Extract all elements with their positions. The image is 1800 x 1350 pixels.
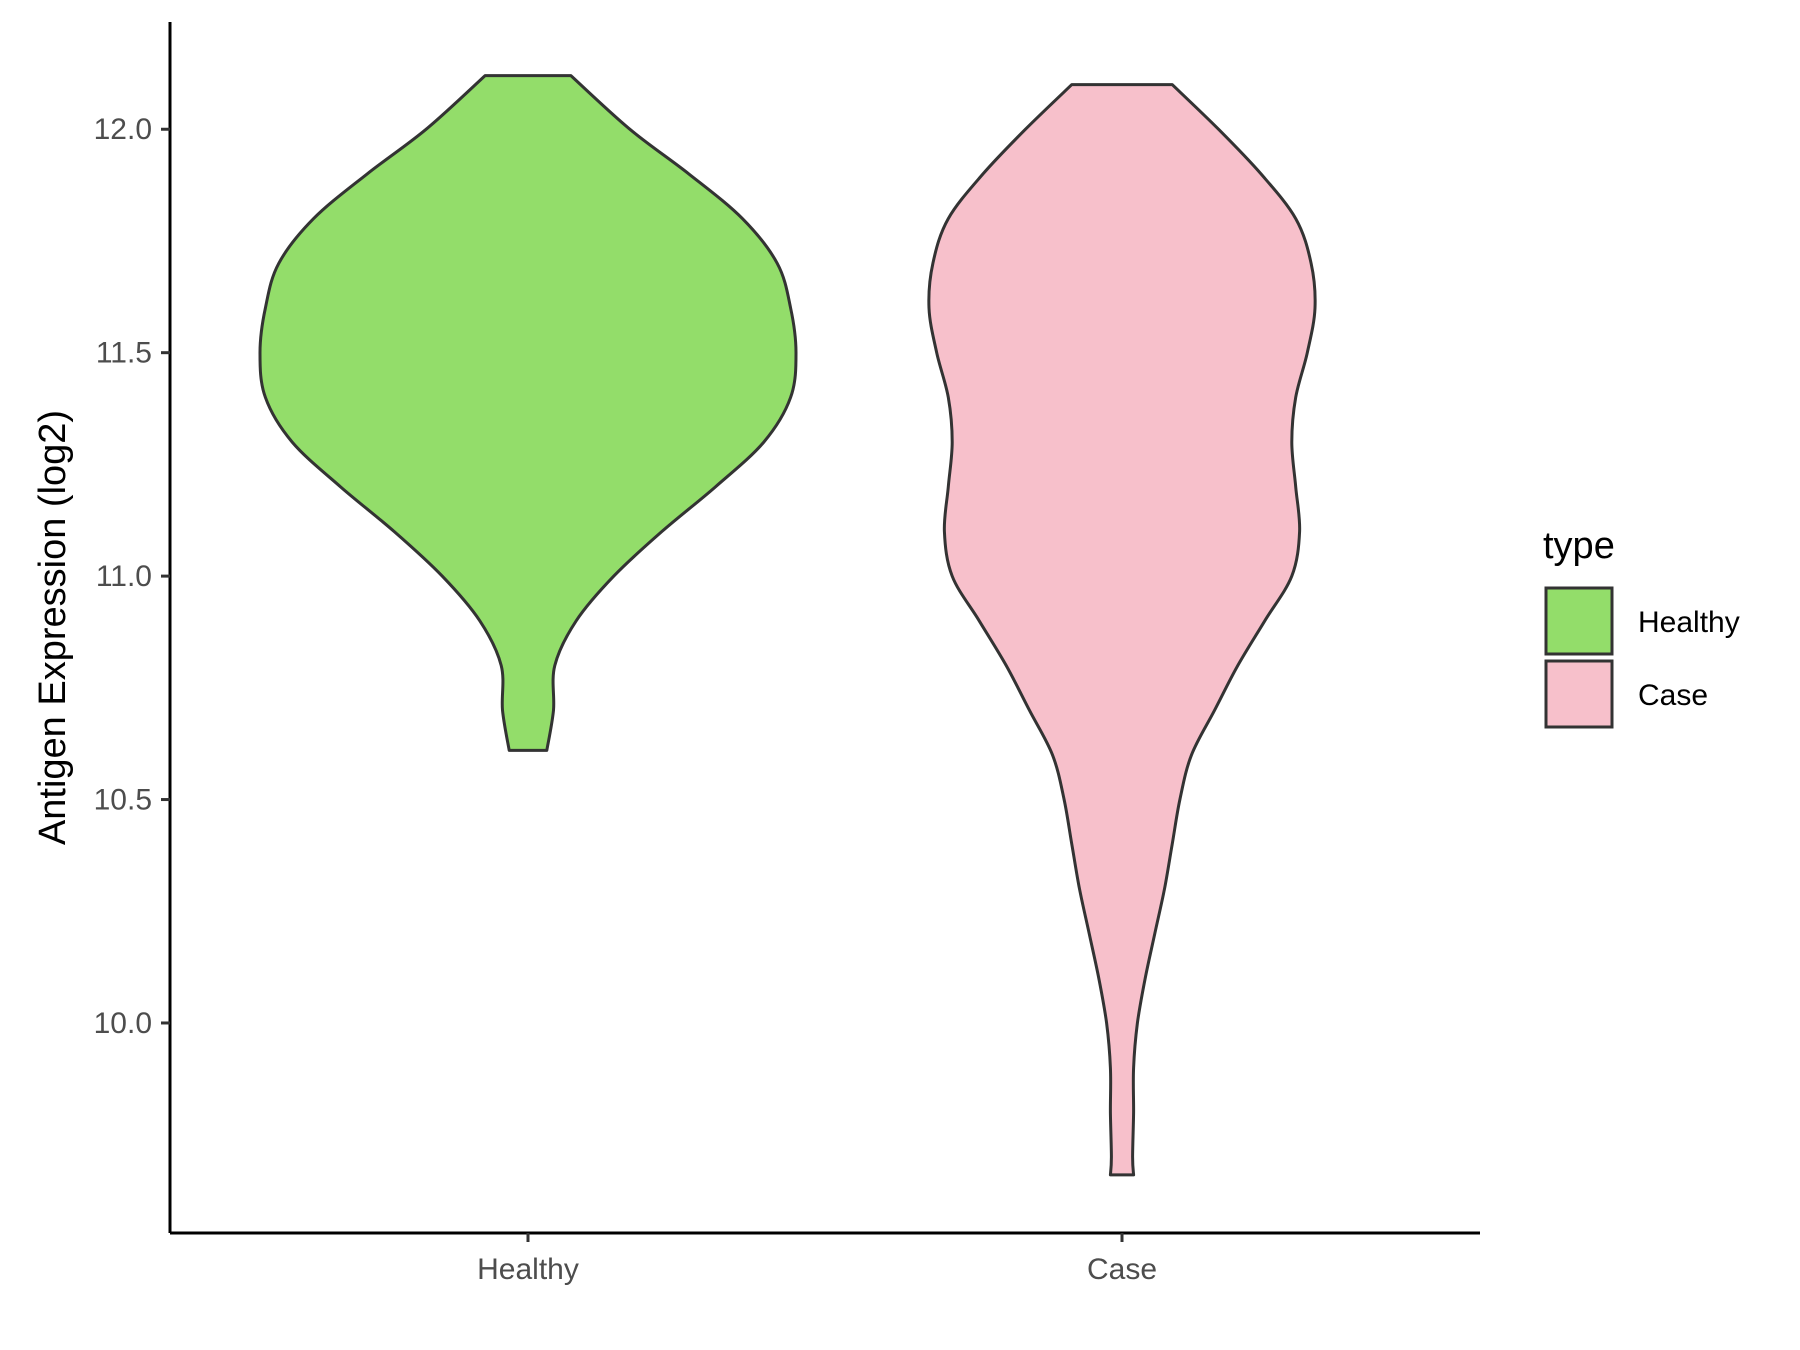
x-ticks: Healthy Case: [477, 1233, 1157, 1286]
violin-healthy: [258, 74, 798, 752]
legend-label: Healthy: [1638, 606, 1740, 639]
y-tick-label: 12.0: [94, 113, 152, 146]
y-ticks: 10.0 10.5 11.0 11.5 12.0: [94, 113, 170, 1040]
y-tick-label: 10.0: [94, 1007, 152, 1040]
legend-title: type: [1543, 525, 1615, 567]
x-tick-label: Healthy: [477, 1253, 579, 1286]
violin-case: [927, 83, 1317, 1177]
axes: [168, 22, 1480, 1235]
violin-group: [258, 74, 1317, 1177]
legend: type Healthy Case: [1543, 525, 1740, 729]
y-tick-label: 10.5: [94, 784, 152, 817]
legend-key-case: [1544, 659, 1614, 729]
legend-key-healthy: [1544, 586, 1614, 656]
legend-label: Case: [1638, 679, 1708, 712]
y-tick-label: 11.0: [96, 560, 152, 593]
y-tick-label: 11.5: [96, 337, 152, 370]
y-axis-title: Antigen Expression (log2): [32, 410, 74, 845]
x-tick-label: Case: [1087, 1253, 1157, 1286]
legend-items: Healthy Case: [1544, 586, 1740, 729]
